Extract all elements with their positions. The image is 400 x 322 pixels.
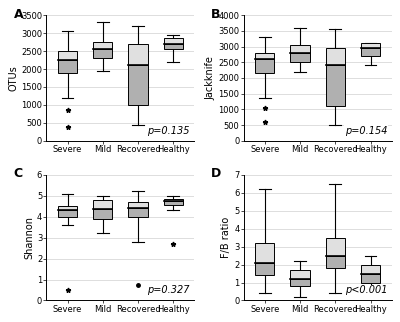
Bar (93, 200, 112, 209)
Text: D: D (211, 167, 221, 180)
Bar (128, 65, 148, 105)
Y-axis label: F/B ratio: F/B ratio (221, 217, 231, 258)
Bar (128, 202, 148, 208)
Bar (58, 51, 77, 60)
Bar (326, 238, 345, 256)
Bar (128, 44, 148, 65)
Bar (164, 199, 183, 201)
Bar (164, 44, 183, 49)
Bar (290, 279, 310, 286)
Bar (255, 263, 274, 275)
Y-axis label: Shannon: Shannon (24, 216, 34, 259)
Y-axis label: OTUs: OTUs (8, 65, 18, 91)
Bar (361, 43, 380, 48)
Bar (164, 201, 183, 205)
Bar (361, 274, 380, 282)
Bar (58, 206, 77, 210)
Bar (255, 59, 274, 73)
Bar (58, 210, 77, 217)
Text: B: B (211, 7, 220, 21)
Bar (255, 53, 274, 59)
Bar (128, 208, 148, 217)
Text: p<0.001: p<0.001 (345, 286, 387, 296)
Bar (290, 270, 310, 279)
Text: p=0.154: p=0.154 (345, 126, 387, 136)
Bar (93, 49, 112, 58)
Text: C: C (14, 167, 23, 180)
Bar (255, 243, 274, 263)
Bar (290, 45, 310, 53)
Bar (361, 48, 380, 56)
Text: p=0.135: p=0.135 (148, 126, 190, 136)
Bar (164, 38, 183, 44)
Text: p=0.327: p=0.327 (148, 286, 190, 296)
Bar (58, 60, 77, 72)
Bar (326, 48, 345, 65)
Bar (326, 65, 345, 106)
Bar (93, 209, 112, 219)
Bar (93, 42, 112, 49)
Y-axis label: Jackknife: Jackknife (206, 56, 216, 100)
Bar (326, 256, 345, 268)
Bar (290, 53, 310, 62)
Text: A: A (14, 7, 24, 21)
Bar (361, 265, 380, 274)
